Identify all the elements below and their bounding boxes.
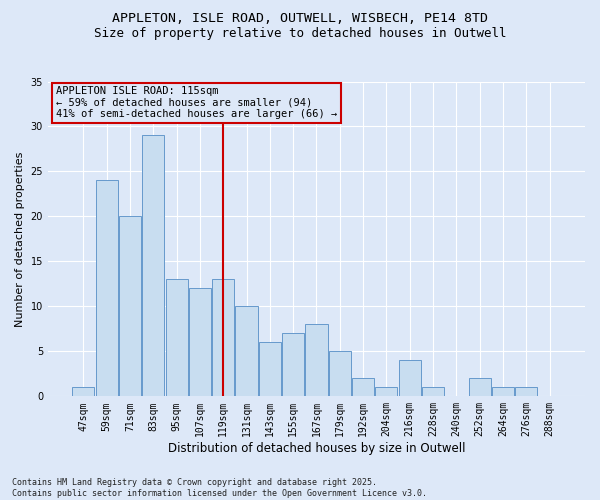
Bar bbox=[469, 378, 491, 396]
X-axis label: Distribution of detached houses by size in Outwell: Distribution of detached houses by size … bbox=[168, 442, 465, 455]
Bar bbox=[352, 378, 374, 396]
Bar bbox=[282, 334, 304, 396]
Bar bbox=[376, 388, 397, 396]
Bar bbox=[305, 324, 328, 396]
Text: Contains HM Land Registry data © Crown copyright and database right 2025.
Contai: Contains HM Land Registry data © Crown c… bbox=[12, 478, 427, 498]
Text: APPLETON ISLE ROAD: 115sqm
← 59% of detached houses are smaller (94)
41% of semi: APPLETON ISLE ROAD: 115sqm ← 59% of deta… bbox=[56, 86, 337, 120]
Bar bbox=[259, 342, 281, 396]
Bar bbox=[422, 388, 444, 396]
Bar bbox=[492, 388, 514, 396]
Bar bbox=[166, 280, 188, 396]
Bar bbox=[119, 216, 141, 396]
Y-axis label: Number of detached properties: Number of detached properties bbox=[15, 151, 25, 326]
Bar bbox=[189, 288, 211, 397]
Bar bbox=[515, 388, 537, 396]
Bar bbox=[329, 352, 351, 397]
Bar bbox=[142, 136, 164, 396]
Bar bbox=[73, 388, 94, 396]
Bar bbox=[95, 180, 118, 396]
Text: APPLETON, ISLE ROAD, OUTWELL, WISBECH, PE14 8TD: APPLETON, ISLE ROAD, OUTWELL, WISBECH, P… bbox=[112, 12, 488, 26]
Bar bbox=[212, 280, 235, 396]
Text: Size of property relative to detached houses in Outwell: Size of property relative to detached ho… bbox=[94, 28, 506, 40]
Bar bbox=[235, 306, 257, 396]
Bar bbox=[398, 360, 421, 396]
